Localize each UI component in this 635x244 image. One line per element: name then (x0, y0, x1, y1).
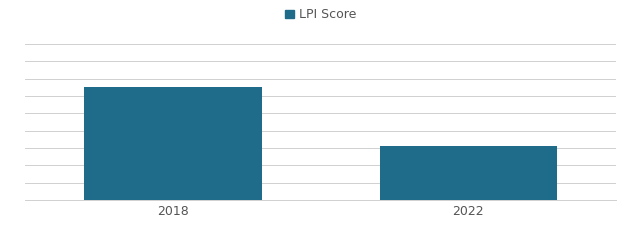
Bar (380, 146, 557, 200)
Legend: LPI Score: LPI Score (280, 3, 361, 26)
Bar (84, 87, 262, 200)
